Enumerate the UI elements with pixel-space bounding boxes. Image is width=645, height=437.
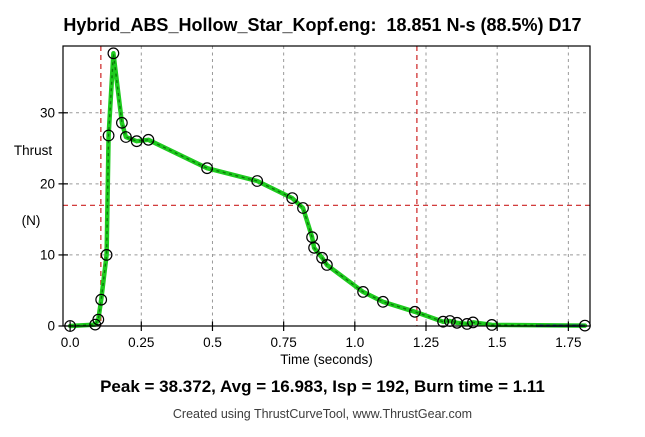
x-tick-label: 1.0: [345, 335, 364, 350]
data-point-marker: [119, 131, 132, 143]
data-point-marker: [308, 241, 321, 254]
data-point-marker: [201, 162, 214, 175]
x-tick-label: 0.5: [203, 335, 222, 350]
data-point-marker: [297, 202, 309, 214]
data-point-marker: [115, 116, 128, 129]
data-point-marker: [467, 316, 479, 329]
thrust-curve-line: [67, 51, 588, 329]
axis-ticks: 0.0 0.25 0.5 0.75 1.0 1.25 1.5 1.75 0 10 20 30: [40, 105, 582, 350]
y-axis-label-thrust: Thrust: [14, 143, 53, 158]
data-point-marker: [102, 129, 115, 142]
chart-title: Hybrid_ABS_Hollow_Star_Kopf.eng: 18.851 …: [63, 15, 582, 35]
data-point-marker: [107, 47, 120, 60]
x-tick-label: 1.5: [488, 335, 507, 350]
data-point-marker: [130, 135, 143, 148]
x-tick-label: 1.25: [413, 335, 439, 350]
data-point-marker: [321, 259, 333, 271]
gridlines: [63, 46, 590, 326]
data-point-marker: [92, 313, 105, 326]
data-point-marker: [377, 295, 389, 308]
data-point-marker: [95, 293, 108, 306]
data-point-marker: [251, 175, 264, 187]
plot-frame: [62, 45, 591, 327]
x-axis-label: Time (seconds): [280, 352, 373, 367]
data-point-marker: [286, 192, 299, 205]
x-tick-label: 0.25: [128, 335, 154, 350]
data-point-marker: [357, 286, 370, 298]
data-point-markers: [64, 47, 591, 332]
x-tick-label: 0.0: [61, 335, 80, 350]
data-point-marker: [142, 133, 155, 146]
data-point-marker: [100, 248, 113, 261]
thrust-plot-svg: 0.0 0.25 0.5 0.75 1.0 1.25 1.5 1.75 0 10 20 30 Time …: [14, 45, 591, 367]
crosshair-lines: [63, 46, 590, 326]
y-tick-label: 30: [40, 105, 55, 120]
data-point-marker: [461, 318, 473, 330]
footer-credit: Created using ThrustCurveTool, www.Thrus…: [172, 407, 473, 421]
motor-stats-summary: Peak = 38.372, Avg = 16.983, Isp = 192, …: [100, 377, 545, 396]
x-tick-label: 1.75: [555, 335, 581, 350]
y-tick-label: 20: [40, 176, 55, 191]
data-point-marker: [409, 305, 421, 318]
data-point-marker: [437, 315, 450, 328]
x-tick-label: 0.75: [271, 335, 297, 350]
y-tick-label: 0: [47, 319, 55, 334]
y-axis-label-units: (N): [22, 213, 41, 228]
y-tick-label: 10: [40, 247, 55, 262]
thrust-curve-dashed-overlay: [70, 52, 585, 327]
